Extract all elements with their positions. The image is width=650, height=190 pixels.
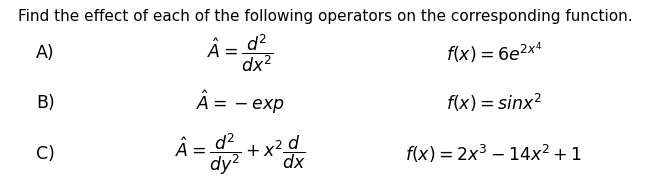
Text: $f(x) = sinx^2$: $f(x) = sinx^2$ — [446, 92, 542, 114]
Text: B): B) — [36, 94, 55, 112]
Text: $\hat{A} = -exp$: $\hat{A} = -exp$ — [196, 89, 285, 116]
Text: $\hat{A} = \dfrac{d^2}{dy^2} + x^2\dfrac{d}{dx}$: $\hat{A} = \dfrac{d^2}{dy^2} + x^2\dfrac… — [175, 131, 306, 177]
Text: $f(x) = 2x^3 - 14x^2 + 1$: $f(x) = 2x^3 - 14x^2 + 1$ — [406, 143, 582, 165]
Text: C): C) — [36, 145, 55, 163]
Text: Find the effect of each of the following operators on the corresponding function: Find the effect of each of the following… — [18, 10, 632, 25]
Text: $f(x) = 6e^{2x^4}$: $f(x) = 6e^{2x^4}$ — [446, 40, 542, 66]
Text: A): A) — [36, 44, 55, 62]
Text: $\hat{A} = \dfrac{d^2}{dx^2}$: $\hat{A} = \dfrac{d^2}{dx^2}$ — [207, 32, 274, 74]
